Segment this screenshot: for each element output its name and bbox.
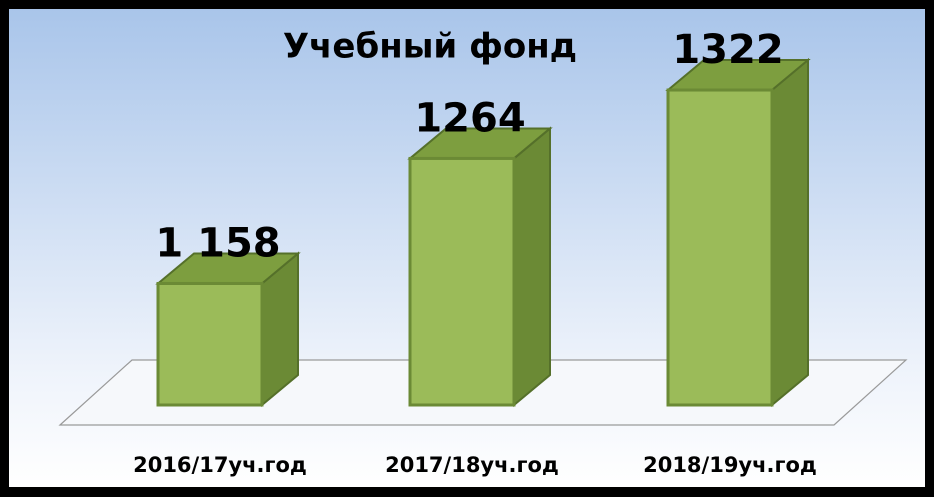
value-label: 1 158 <box>155 220 280 266</box>
bar <box>408 156 516 407</box>
x-tick-label: 2016/17уч.год <box>133 453 307 477</box>
x-tick-label: 2017/18уч.год <box>385 453 559 477</box>
value-label: 1322 <box>672 27 783 73</box>
x-tick-label: 2018/19уч.год <box>643 453 817 477</box>
bar <box>156 281 264 407</box>
bar-side <box>771 57 809 408</box>
bar-side <box>513 126 551 408</box>
bar <box>666 88 774 407</box>
chart-title: Учебный фонд <box>283 27 577 67</box>
value-label: 1264 <box>414 95 525 141</box>
